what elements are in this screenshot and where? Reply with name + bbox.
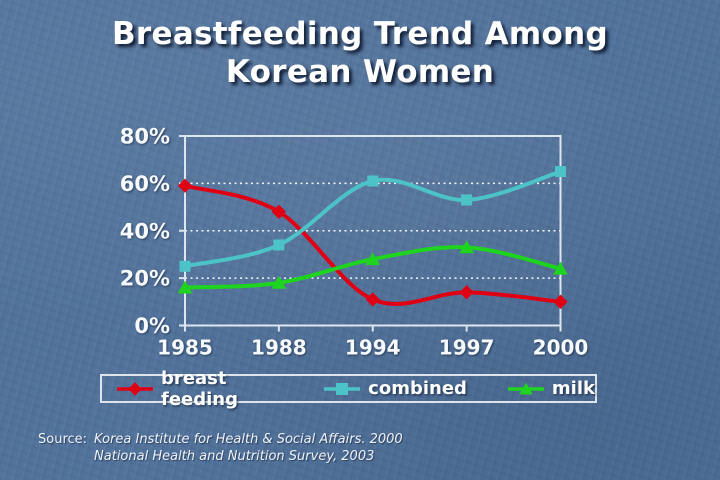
breast-feeding-marker-icon [115, 381, 155, 397]
svg-text:0%: 0% [134, 314, 170, 338]
milk-marker-icon [506, 381, 546, 397]
combined-marker-icon [322, 381, 362, 397]
legend-item-breast-feeding: breast feeding [115, 368, 283, 410]
legend-label-milk: milk [551, 378, 595, 399]
title-line-2: Korean Women [225, 54, 495, 90]
source-line-2: National Health and Nutrition Survey, 20… [94, 449, 375, 464]
legend-item-combined: combined [322, 378, 467, 399]
chart-legend: breast feeding combined milk [100, 368, 597, 410]
title-line-1: Breastfeeding Trend Among [112, 16, 608, 52]
svg-text:20%: 20% [120, 267, 170, 291]
svg-text:40%: 40% [120, 219, 170, 243]
svg-text:80%: 80% [120, 125, 170, 149]
legend-label-breast-feeding: breast feeding [161, 367, 239, 410]
svg-text:2000: 2000 [533, 336, 589, 360]
source-label: Source: [38, 432, 88, 447]
svg-text:60%: 60% [120, 172, 170, 196]
source-line-1: Korea Institute for Health & Social Affa… [94, 432, 403, 447]
source-citation: Korea Institute for Health & Social Affa… [94, 431, 403, 465]
legend-label-combined: combined [368, 378, 467, 399]
svg-text:1997: 1997 [439, 336, 495, 360]
svg-text:1988: 1988 [251, 336, 307, 360]
svg-text:1985: 1985 [157, 336, 213, 360]
slide-title: Breastfeeding Trend Among Korean Women [0, 15, 720, 91]
source-note: Source: Korea Institute for Health & Soc… [38, 431, 403, 465]
legend-item-milk: milk [506, 378, 595, 399]
svg-text:1994: 1994 [345, 336, 401, 360]
